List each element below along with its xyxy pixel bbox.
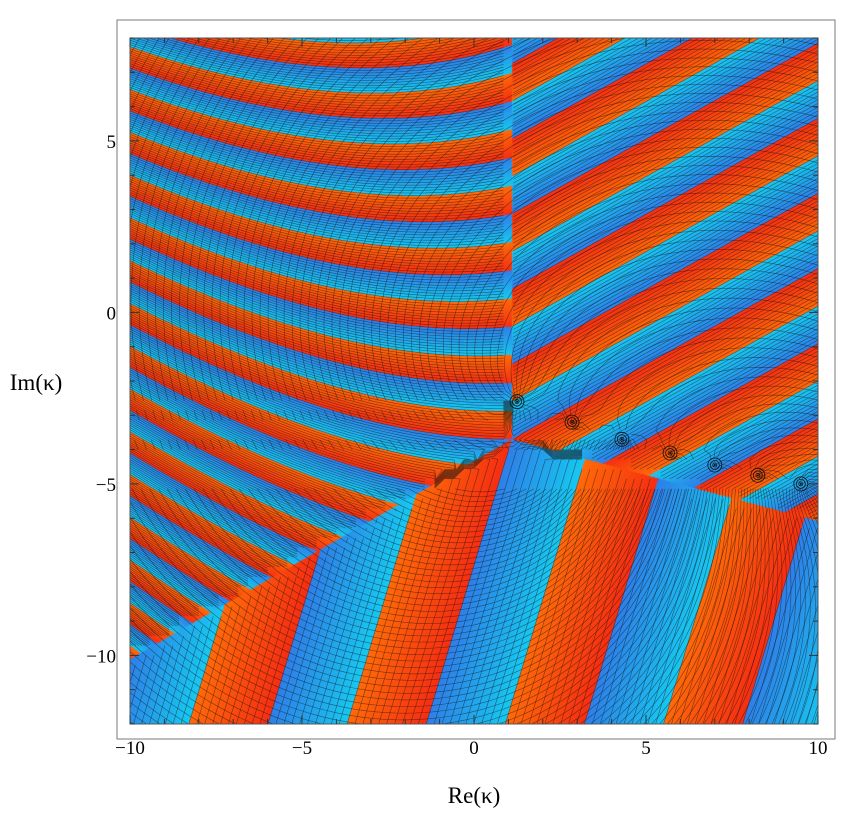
contour-lines-u: [130, 38, 818, 724]
singular-point: [756, 474, 759, 477]
x-tick-label: 0: [469, 738, 479, 759]
singular-point-ring: [707, 457, 723, 473]
singular-point-ring: [512, 396, 522, 407]
singular-point-ring: [614, 431, 630, 447]
singular-point: [669, 452, 672, 455]
x-tick-label: 10: [809, 738, 828, 759]
plot-area: [130, 38, 818, 724]
singular-point-ring: [712, 462, 718, 468]
x-tick-label: 5: [641, 738, 651, 759]
contour-lines-v: [130, 38, 818, 724]
plot-frame-outer: [116, 19, 836, 740]
y-tick-label: 0: [107, 303, 117, 324]
x-axis: −10 −5 0 5 10: [115, 38, 828, 759]
contour-lines: [130, 38, 818, 724]
singular-point-ring: [750, 467, 766, 483]
singular-point-ring: [514, 399, 520, 404]
singular-point-ring: [755, 472, 761, 478]
singular-point-ring: [617, 434, 627, 445]
x-axis-label: Re(κ): [448, 783, 500, 808]
singular-point: [620, 438, 623, 441]
singular-point: [571, 421, 574, 424]
singular-point-ring: [798, 481, 804, 487]
y-tick-label: 5: [107, 132, 117, 153]
singular-point-ring: [665, 448, 675, 458]
singular-point-ring: [752, 470, 763, 481]
singular-point: [713, 464, 716, 467]
singular-point-ring: [567, 417, 577, 428]
singular-point-ring: [509, 394, 525, 409]
singular-point-ring: [709, 460, 720, 470]
singular-point-ring: [619, 436, 625, 442]
x-tick-label: −10: [115, 738, 145, 759]
y-tick-label: −10: [86, 646, 116, 667]
singular-point-ring: [662, 445, 678, 461]
singular-point-ring: [569, 419, 575, 425]
singular-point-ring: [667, 450, 673, 456]
singular-point-ring: [795, 478, 806, 489]
singular-point: [799, 482, 802, 485]
y-axis: 5 0 −5 −10: [86, 37, 818, 725]
y-tick-label: −5: [96, 475, 116, 496]
singular-points: [509, 394, 809, 492]
y-axis-label: Im(κ): [10, 370, 62, 395]
singular-point-ring: [793, 476, 809, 492]
singular-point: [516, 400, 518, 403]
singular-point-ring: [564, 414, 580, 430]
x-tick-label: −5: [292, 738, 312, 759]
